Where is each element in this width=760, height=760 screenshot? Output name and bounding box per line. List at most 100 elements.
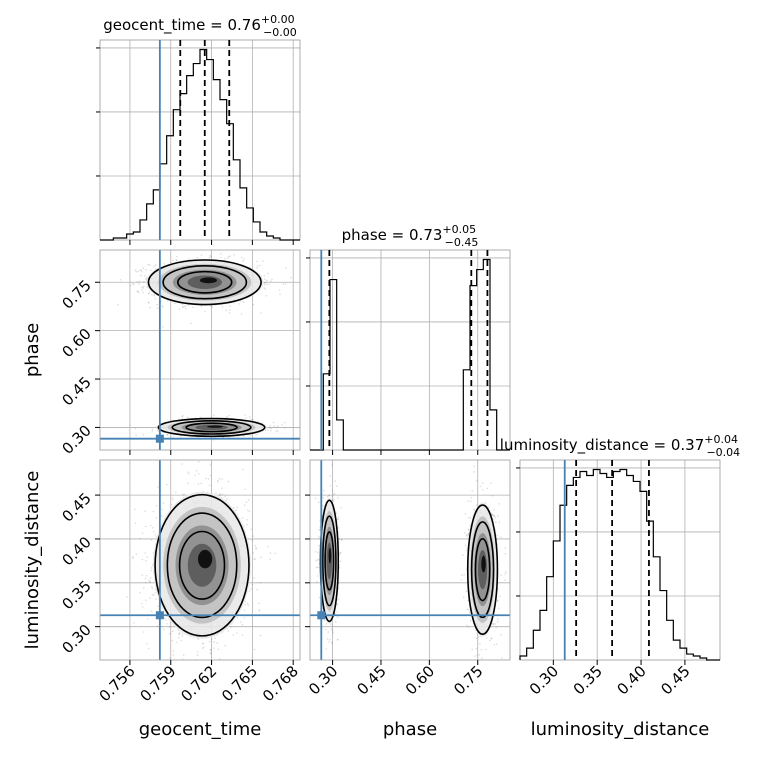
sample-point [241,623,244,626]
sample-point [182,494,184,496]
truth-marker [155,434,164,443]
sample-point [139,269,141,272]
sample-point [145,599,147,601]
sample-point [208,256,211,259]
sample-point [154,534,156,536]
sample-point [226,498,229,500]
density-content [314,464,507,660]
sample-point [137,291,140,294]
sample-point [336,519,339,521]
sample-point [211,306,213,308]
sample-point [242,260,244,262]
sample-point [283,421,286,424]
sample-point [181,416,184,418]
sample-point [236,632,238,634]
sample-point [196,654,199,656]
sample-point [161,306,164,308]
sample-point [251,539,253,541]
sample-point [237,435,239,438]
sample-point [209,254,211,257]
contour [166,512,238,619]
sample-point [156,303,158,306]
sample-point [220,256,222,259]
sample-point [185,307,187,310]
sample-point [143,280,145,283]
sample-point [132,557,134,559]
sample-point [331,641,333,643]
sample-point [290,276,292,279]
sample-point [209,648,212,651]
sample-point [142,631,145,633]
sample-point [166,433,169,436]
sample-point [171,503,173,506]
density-peak [199,277,218,284]
sample-point [198,460,200,463]
sample-point [150,539,153,541]
sample-point [269,425,271,427]
sample-point [146,575,148,577]
sample-point [147,302,150,304]
sample-point [196,650,199,653]
sample-point [270,280,272,283]
sample-point [316,566,318,569]
sample-point [155,264,157,266]
sample-point [175,491,177,494]
sample-point [256,267,258,269]
sample-point [187,416,189,419]
sample-point [200,254,203,257]
sample-point [269,429,272,432]
sample-point [135,434,137,437]
sample-point [246,602,249,605]
sample-point [190,322,192,325]
sample-point [244,414,246,416]
sample-point [240,621,242,623]
sample-point [144,581,147,584]
sample-point [144,525,147,528]
sample-point [322,497,324,499]
sample-point [146,556,149,558]
sample-point [202,642,204,645]
sample-point [166,483,168,486]
sample-point [235,509,237,512]
sample-point [153,295,155,297]
sample-point [216,642,218,644]
sample-point [221,306,224,308]
sample-point [168,626,171,628]
sample-point [263,274,266,277]
sample-point [253,577,255,579]
sample-point [317,501,320,504]
sample-point [151,593,154,596]
sample-point [163,263,165,265]
sample-point [119,278,122,281]
sample-point [147,292,150,295]
sample-point [246,518,248,521]
sample-point [205,477,207,480]
sample-point [248,510,251,513]
sample-point [149,306,151,309]
sample-point [335,485,338,488]
sample-point [254,544,256,547]
sample-point [149,581,151,583]
sample-point [180,639,183,642]
density-panel-geocent_time-phase [99,249,301,451]
sample-point [243,258,245,260]
sample-point [336,616,339,618]
sample-point [151,293,153,296]
sample-point [179,632,181,634]
sample-point [329,638,331,641]
sample-point [214,637,216,639]
sample-point [250,528,253,531]
sample-point [181,633,183,635]
sample-point [253,648,256,651]
sample-point [236,617,239,619]
sample-point [331,630,334,632]
sample-point [244,603,247,606]
sample-point [228,309,231,312]
sample-point [247,604,250,607]
sample-point [220,253,222,255]
contour [178,530,226,600]
sample-point [332,632,334,634]
sample-point [267,272,269,275]
sample-point [252,535,255,537]
